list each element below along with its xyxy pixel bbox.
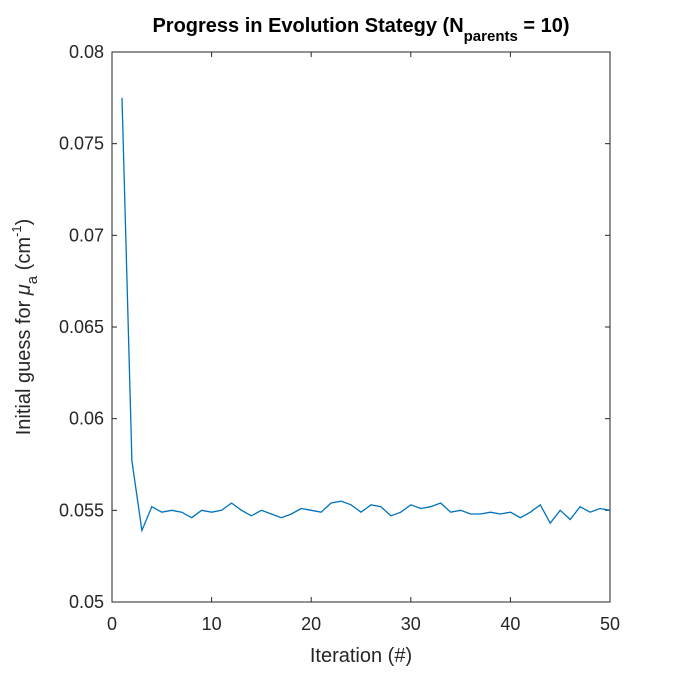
y-tick-label: 0.08 [69,42,104,62]
y-axis-label: Initial guess for μa (cm-1) [9,219,41,436]
y-tick-label: 0.055 [59,500,104,520]
x-tick-label: 20 [301,614,321,634]
y-tick-label: 0.065 [59,317,104,337]
x-tick-label: 40 [500,614,520,634]
y-tick-label: 0.075 [59,134,104,154]
y-tick-label: 0.06 [69,409,104,429]
plot-area [111,51,611,603]
x-tick-label: 30 [401,614,421,634]
y-tick-label: 0.05 [69,592,104,612]
y-tick-label: 0.07 [69,225,104,245]
x-tick-label: 50 [600,614,620,634]
x-axis: 0 10 20 30 40 50 [107,52,620,634]
series-line [121,97,611,533]
x-tick-label: 10 [202,614,222,634]
x-axis-label: Iteration (#) [310,645,412,667]
x-tick-label: 0 [107,614,117,634]
chart-title: Progress in Evolution Stategy (Nparents … [152,15,569,45]
y-axis: 0.05 0.055 0.06 0.065 0.07 0.075 0.08 [59,42,610,612]
